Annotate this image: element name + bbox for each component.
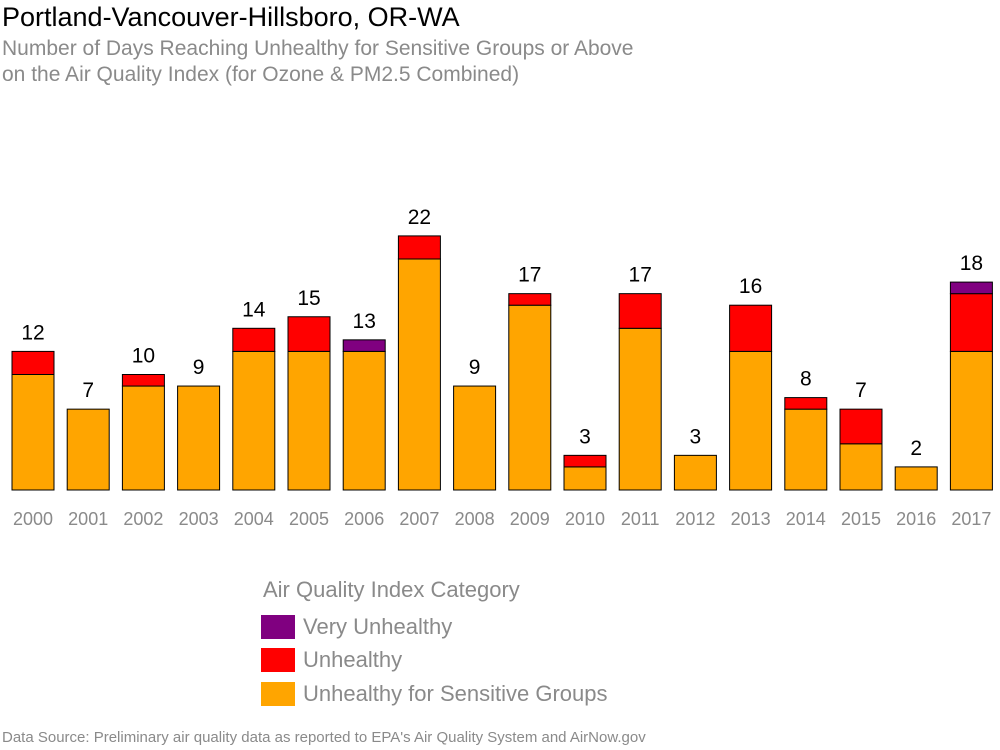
data-source-note: Data Source: Preliminary air quality dat…	[2, 729, 646, 746]
data-label-2016: 2	[910, 437, 922, 460]
data-label-2000: 12	[21, 321, 44, 344]
legend-label-unhealthy: Unhealthy	[303, 647, 403, 672]
legend-item-unhealthy-sensitive-groups: Unhealthy for Sensitive Groups	[261, 681, 608, 707]
bar-2012-unhealthy-for-sensitive-groups	[673, 454, 717, 491]
chart-title: Portland-Vancouver-Hillsboro, OR-WA	[2, 2, 460, 32]
bar-2010-unhealthy-for-sensitive-groups	[563, 466, 607, 491]
data-label-2015: 7	[855, 379, 867, 402]
data-label-2011: 17	[629, 264, 652, 287]
legend-swatch-very-unhealthy	[261, 615, 295, 639]
legend-swatch-unhealthy	[261, 648, 295, 672]
x-tick-label-2014: 2014	[786, 509, 826, 529]
legend-swatch-unhealthy-sensitive-groups	[261, 682, 295, 706]
bar-2017-unhealthy	[949, 293, 993, 352]
data-label-2014: 8	[800, 368, 812, 391]
x-tick-label-2012: 2012	[675, 509, 715, 529]
bar-2016-unhealthy-for-sensitive-groups	[894, 466, 938, 491]
data-label-2006: 13	[353, 310, 376, 333]
bar-2007-unhealthy-for-sensitive-groups	[397, 258, 441, 491]
data-label-2013: 16	[739, 275, 762, 298]
x-tick-label-2008: 2008	[455, 509, 495, 529]
bar-2009-unhealthy-for-sensitive-groups	[508, 304, 552, 491]
bar-2017-very-unhealthy	[949, 281, 993, 295]
bar-2006-unhealthy-for-sensitive-groups	[342, 350, 386, 491]
x-tick-label-2000: 2000	[13, 509, 53, 529]
bar-2004-unhealthy	[232, 327, 276, 352]
data-label-2002: 10	[132, 345, 155, 368]
bar-2011-unhealthy	[618, 293, 662, 329]
x-tick-label-2011: 2011	[621, 509, 660, 529]
bar-2000-unhealthy	[11, 350, 55, 375]
bar-2008-unhealthy-for-sensitive-groups	[453, 385, 497, 491]
bar-2013-unhealthy	[729, 304, 773, 352]
data-label-2012: 3	[690, 425, 702, 448]
data-label-2010: 3	[579, 425, 591, 448]
bar-2013-unhealthy-for-sensitive-groups	[729, 350, 773, 491]
x-tick-label-2015: 2015	[841, 509, 881, 529]
x-tick-label-2013: 2013	[731, 509, 771, 529]
bar-2009-unhealthy	[508, 293, 552, 306]
x-tick-label-2001: 2001	[68, 509, 108, 529]
data-label-2017: 18	[960, 252, 983, 275]
legend-title: Air Quality Index Category	[263, 577, 520, 602]
data-label-2005: 15	[297, 287, 320, 310]
bar-2003-unhealthy-for-sensitive-groups	[177, 385, 221, 491]
bar-2002-unhealthy-for-sensitive-groups	[121, 385, 165, 491]
bar-2014-unhealthy-for-sensitive-groups	[784, 408, 828, 491]
legend-item-very-unhealthy: Very Unhealthy	[261, 614, 452, 640]
bar-2005-unhealthy-for-sensitive-groups	[287, 350, 331, 491]
bar-2002-unhealthy	[121, 374, 165, 387]
legend-item-unhealthy: Unhealthy	[261, 647, 402, 673]
x-tick-label-2009: 2009	[510, 509, 550, 529]
bar-chart: 12 2000 7 2001 10 2002 9 2003 14 2004 15 2005 13 2006…	[11, 206, 993, 529]
x-tick-label-2006: 2006	[344, 509, 384, 529]
x-tick-label-2005: 2005	[289, 509, 329, 529]
bar-2001-unhealthy-for-sensitive-groups	[66, 408, 110, 491]
bar-2015-unhealthy-for-sensitive-groups	[839, 443, 883, 491]
bar-2006-very-unhealthy	[342, 339, 386, 352]
data-label-2003: 9	[193, 356, 205, 379]
bar-2000-unhealthy-for-sensitive-groups	[11, 374, 55, 491]
bar-2015-unhealthy	[839, 408, 883, 445]
legend-label-very-unhealthy: Very Unhealthy	[303, 614, 453, 639]
legend-label-unhealthy-sensitive-groups: Unhealthy for Sensitive Groups	[303, 681, 608, 706]
x-tick-label-2010: 2010	[565, 509, 605, 529]
bar-2007-unhealthy	[397, 235, 441, 260]
data-label-2009: 17	[518, 264, 541, 287]
chart-subtitle-line-1: Number of Days Reaching Unhealthy for Se…	[2, 37, 634, 60]
data-label-2001: 7	[82, 379, 94, 402]
x-tick-label-2017: 2017	[951, 509, 991, 529]
x-tick-label-2007: 2007	[399, 509, 439, 529]
data-label-2004: 14	[242, 298, 266, 321]
bar-2005-unhealthy	[287, 316, 331, 352]
x-tick-label-2002: 2002	[123, 509, 163, 529]
bar-2014-unhealthy	[784, 397, 828, 410]
x-tick-label-2003: 2003	[179, 509, 219, 529]
x-tick-label-2016: 2016	[896, 509, 936, 529]
x-tick-label-2004: 2004	[234, 509, 274, 529]
bar-2011-unhealthy-for-sensitive-groups	[618, 327, 662, 491]
data-label-2007: 22	[408, 206, 431, 229]
bar-2017-unhealthy-for-sensitive-groups	[949, 350, 993, 491]
data-label-2008: 9	[469, 356, 481, 379]
bar-2010-unhealthy	[563, 454, 607, 468]
chart-subtitle-line-2: on the Air Quality Index (for Ozone & PM…	[2, 63, 520, 86]
bar-2004-unhealthy-for-sensitive-groups	[232, 350, 276, 491]
